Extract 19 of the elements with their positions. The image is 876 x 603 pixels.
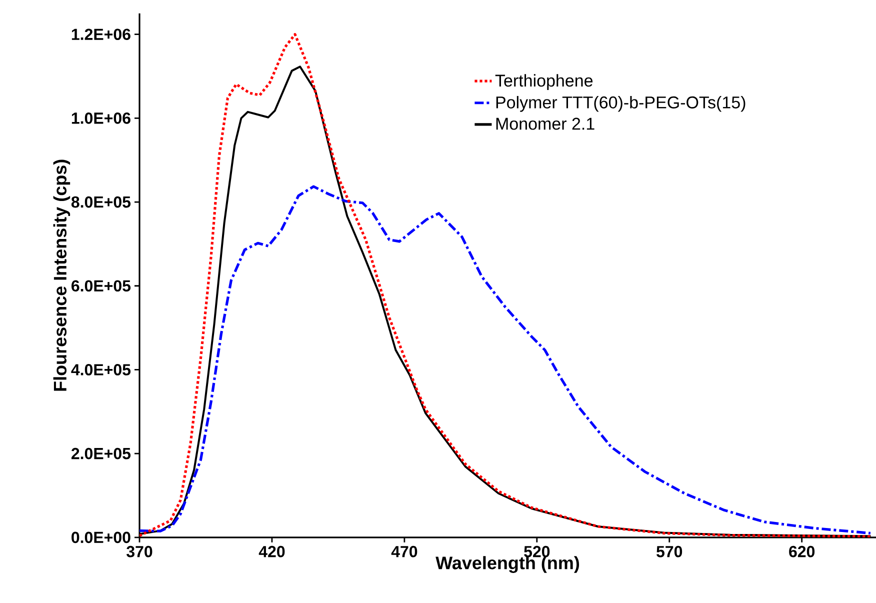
x-tick-label: 620 bbox=[789, 546, 815, 558]
x-tick-label: 420 bbox=[258, 546, 285, 558]
x-tick-label: 570 bbox=[656, 546, 682, 558]
y-tick-label: 1.2E+06 bbox=[72, 28, 130, 40]
y-tick-label: 6.0E+05 bbox=[72, 280, 131, 292]
y-tick-label: 2.0E+05 bbox=[71, 448, 131, 460]
x-axis-title: Wavelength (nm) bbox=[436, 556, 580, 573]
legend-label: Polymer TTT(60)-b-PEG-OTs(15) bbox=[496, 96, 746, 112]
y-tick-label: 0.0E+00 bbox=[72, 532, 130, 544]
x-tick-label: 520 bbox=[524, 546, 550, 558]
legend-label: Terthiophene bbox=[495, 74, 593, 90]
y-tick-label: 4.0E+05 bbox=[71, 364, 131, 376]
y-tick-label: 8.0E+05 bbox=[71, 196, 131, 208]
legend-label: Monomer 2.1 bbox=[496, 118, 594, 130]
x-tick-label: 370 bbox=[126, 546, 152, 558]
x-tick-label: 470 bbox=[391, 546, 418, 558]
line-series bbox=[140, 185, 872, 535]
y-axis-title: Flouresence Intensity (cps) bbox=[53, 160, 70, 391]
y-tick-label: 1.0E+06 bbox=[72, 112, 130, 124]
